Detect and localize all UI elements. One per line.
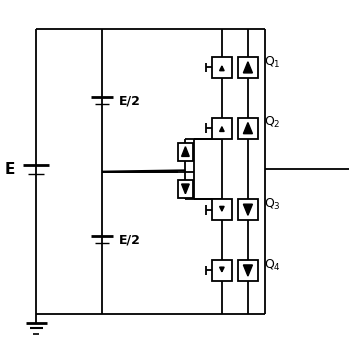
Bar — [238, 57, 258, 78]
Text: Q$_2$: Q$_2$ — [264, 116, 280, 131]
Bar — [238, 199, 258, 220]
Text: E: E — [5, 162, 15, 177]
Text: Q$_1$: Q$_1$ — [264, 55, 280, 70]
Bar — [238, 118, 258, 139]
Polygon shape — [243, 204, 252, 215]
Polygon shape — [182, 184, 189, 194]
Polygon shape — [243, 122, 252, 134]
Bar — [178, 142, 193, 161]
Bar — [212, 57, 232, 78]
Bar — [212, 199, 232, 220]
Bar — [212, 260, 232, 281]
Bar — [212, 118, 232, 139]
Text: E/2: E/2 — [119, 233, 141, 246]
Text: Q$_4$: Q$_4$ — [264, 258, 280, 273]
Polygon shape — [182, 147, 189, 156]
Bar — [178, 180, 193, 198]
Polygon shape — [243, 62, 252, 73]
Text: E/2: E/2 — [119, 94, 141, 107]
Polygon shape — [243, 265, 252, 276]
Bar — [238, 260, 258, 281]
Text: Q$_3$: Q$_3$ — [264, 197, 280, 212]
